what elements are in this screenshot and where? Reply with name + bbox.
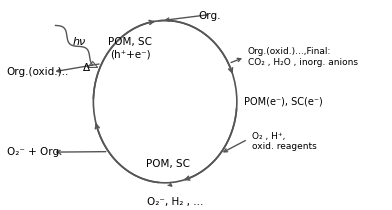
Text: POM, SC: POM, SC [146,159,190,169]
Text: Org.(oxid.)...,Final:
CO₂ , H₂O , inorg. anions: Org.(oxid.)...,Final: CO₂ , H₂O , inorg.… [248,47,358,67]
Text: O₂⁻ + Org.: O₂⁻ + Org. [7,147,62,157]
Text: Δ: Δ [83,63,90,73]
Text: O₂ , H⁺,
oxid. reagents: O₂ , H⁺, oxid. reagents [252,131,317,151]
Text: Org.(oxid.)..: Org.(oxid.).. [7,67,69,77]
Text: POM, SC
(h⁺+e⁻): POM, SC (h⁺+e⁻) [108,37,152,59]
Text: POM(e⁻), SC(e⁻): POM(e⁻), SC(e⁻) [244,97,323,107]
Text: O₂⁻, H₂ , ...: O₂⁻, H₂ , ... [147,197,203,207]
Text: hν: hν [73,37,86,47]
Text: Org.: Org. [199,10,221,21]
